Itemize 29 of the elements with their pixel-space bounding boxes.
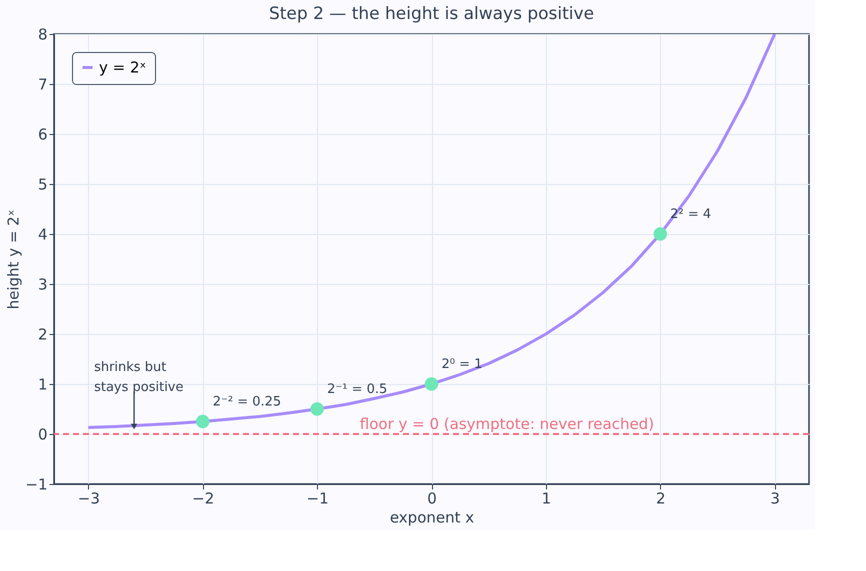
annotation: 2⁻¹ = 0.5 bbox=[327, 382, 388, 397]
legend-label: y = 2ˣ bbox=[99, 58, 146, 76]
x-tick-label: 2 bbox=[656, 490, 666, 508]
annotation: 2⁻² = 0.25 bbox=[212, 394, 282, 410]
point bbox=[654, 227, 667, 241]
chart-title: Step 2 — the height is always positive bbox=[268, 4, 594, 24]
y-tick-label: 8 bbox=[38, 26, 48, 44]
y-axis-title: height y = 2ˣ bbox=[4, 210, 22, 310]
x-tick-label: 0 bbox=[427, 490, 437, 508]
point bbox=[196, 414, 210, 428]
y-tick-label: 2 bbox=[38, 326, 48, 344]
x-tick-label: 3 bbox=[770, 490, 780, 508]
y-tick-label: 7 bbox=[38, 76, 48, 94]
x-tick-label: −3 bbox=[78, 490, 100, 508]
x-axis-title: exponent x bbox=[390, 508, 474, 526]
annotation: shrinks but stays positive bbox=[94, 360, 184, 395]
y-tick-label: 5 bbox=[38, 176, 48, 194]
x-tick-label: 1 bbox=[542, 490, 552, 508]
point bbox=[310, 402, 324, 416]
x-tick-label: −2 bbox=[192, 490, 214, 508]
point bbox=[424, 377, 438, 391]
y-tick-label: 0 bbox=[38, 426, 48, 444]
y-tick-label: 4 bbox=[38, 226, 48, 244]
ref-line-label: floor y = 0 (asymptote: never reached) bbox=[360, 415, 654, 433]
y-tick-label: −1 bbox=[25, 476, 48, 494]
x-tick-label: −1 bbox=[306, 490, 329, 508]
y-tick-label: 3 bbox=[38, 276, 48, 294]
y-tick-label: 6 bbox=[38, 126, 48, 144]
y-tick-label: 1 bbox=[38, 376, 48, 394]
